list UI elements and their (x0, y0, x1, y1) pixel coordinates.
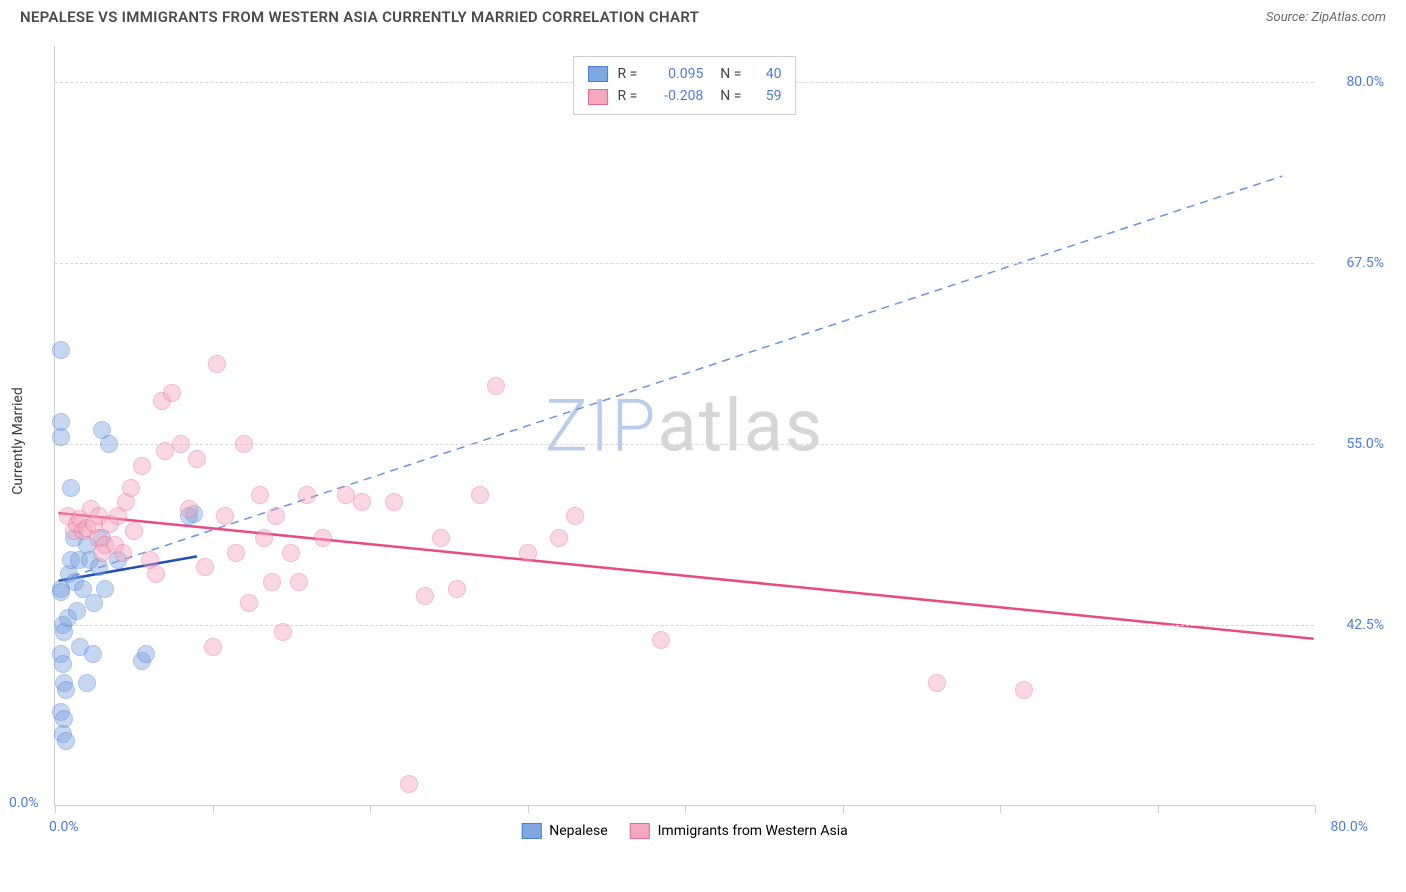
r-value: -0.208 (647, 85, 703, 107)
r-label: R = (618, 85, 638, 107)
data-point (448, 580, 466, 598)
data-point (1015, 681, 1033, 699)
n-value: 40 (751, 63, 781, 85)
data-point (314, 529, 332, 547)
data-point (282, 544, 300, 562)
y-tick-label: 55.0% (1320, 436, 1384, 452)
data-point (57, 732, 75, 750)
data-point (255, 529, 273, 547)
data-point (204, 638, 222, 656)
n-label: N = (713, 63, 741, 85)
trend-line (58, 513, 1313, 639)
data-point (928, 674, 946, 692)
y-tick-label: 80.0% (1320, 74, 1384, 90)
data-point (137, 645, 155, 663)
data-point (172, 435, 190, 453)
data-point (251, 486, 269, 504)
x-tick (213, 805, 214, 813)
chart-title: NEPALESE VS IMMIGRANTS FROM WESTERN ASIA… (20, 8, 699, 26)
y-tick-label: 67.5% (1320, 255, 1384, 271)
data-point (471, 486, 489, 504)
data-point (125, 522, 143, 540)
x-tick (1158, 805, 1159, 813)
data-point (62, 479, 80, 497)
data-point (566, 507, 584, 525)
n-value: 59 (751, 85, 781, 107)
data-point (57, 681, 75, 699)
data-point (163, 384, 181, 402)
data-point (235, 435, 253, 453)
data-point (54, 655, 72, 673)
data-point (68, 602, 86, 620)
legend-stats: R = 0.095 N = 40 R = -0.208 N = 59 (573, 56, 797, 115)
source-attribution: Source: ZipAtlas.com (1266, 10, 1386, 25)
data-point (122, 479, 140, 497)
data-point (240, 594, 258, 612)
x-axis-min-label: 0.0% (49, 819, 79, 835)
plot-area: ZIPatlas R =0.095 N =40R =-0.208 N =59 N… (54, 46, 1314, 806)
data-point (96, 580, 114, 598)
data-point (84, 645, 102, 663)
legend-stat-row: R = 0.095 N = 40 (588, 63, 782, 85)
data-point (216, 507, 234, 525)
data-point (208, 355, 226, 373)
n-label: N = (713, 85, 741, 107)
legend-swatch (521, 823, 541, 839)
x-tick (1315, 805, 1316, 813)
legend-swatch (588, 89, 608, 105)
legend-item: Nepalese (521, 823, 607, 839)
data-point (196, 558, 214, 576)
data-point (298, 486, 316, 504)
trend-line (58, 176, 1282, 581)
data-point (416, 587, 434, 605)
data-point (267, 507, 285, 525)
data-point (52, 428, 70, 446)
data-point (133, 457, 151, 475)
y-tick-label: 42.5% (1320, 617, 1384, 633)
y-axis-min-label: 0.0% (9, 795, 39, 811)
data-point (180, 500, 198, 518)
legend-swatch (588, 66, 608, 82)
data-point (263, 573, 281, 591)
x-tick (843, 805, 844, 813)
legend-stat-row: R = -0.208 N = 59 (588, 85, 782, 107)
x-tick (55, 805, 56, 813)
legend-label: Nepalese (549, 823, 607, 839)
x-tick (685, 805, 686, 813)
data-point (519, 544, 537, 562)
x-tick (528, 805, 529, 813)
legend-item: Immigrants from Western Asia (630, 823, 848, 839)
legend-label: Immigrants from Western Asia (658, 823, 848, 839)
data-point (290, 573, 308, 591)
data-point (487, 377, 505, 395)
data-point (353, 493, 371, 511)
data-point (147, 565, 165, 583)
data-point (100, 435, 118, 453)
legend-swatch (630, 823, 650, 839)
data-point (227, 544, 245, 562)
data-point (385, 493, 403, 511)
data-point (550, 529, 568, 547)
data-point (114, 544, 132, 562)
data-point (78, 674, 96, 692)
legend-series: Nepalese Immigrants from Western Asia (521, 823, 848, 839)
chart-container: Currently Married ZIPatlas R =0.095 N =4… (54, 46, 1384, 836)
data-point (400, 775, 418, 793)
gridline (55, 263, 1314, 264)
r-value: 0.095 (647, 63, 703, 85)
trend-lines-layer (55, 46, 1314, 805)
data-point (274, 623, 292, 641)
data-point (652, 631, 670, 649)
x-tick (1000, 805, 1001, 813)
r-label: R = (618, 63, 638, 85)
gridline (55, 625, 1314, 626)
y-axis-label: Currently Married (10, 387, 26, 494)
data-point (432, 529, 450, 547)
x-axis-max-label: 80.0% (1330, 819, 1368, 835)
data-point (52, 341, 70, 359)
data-point (188, 450, 206, 468)
x-tick (370, 805, 371, 813)
